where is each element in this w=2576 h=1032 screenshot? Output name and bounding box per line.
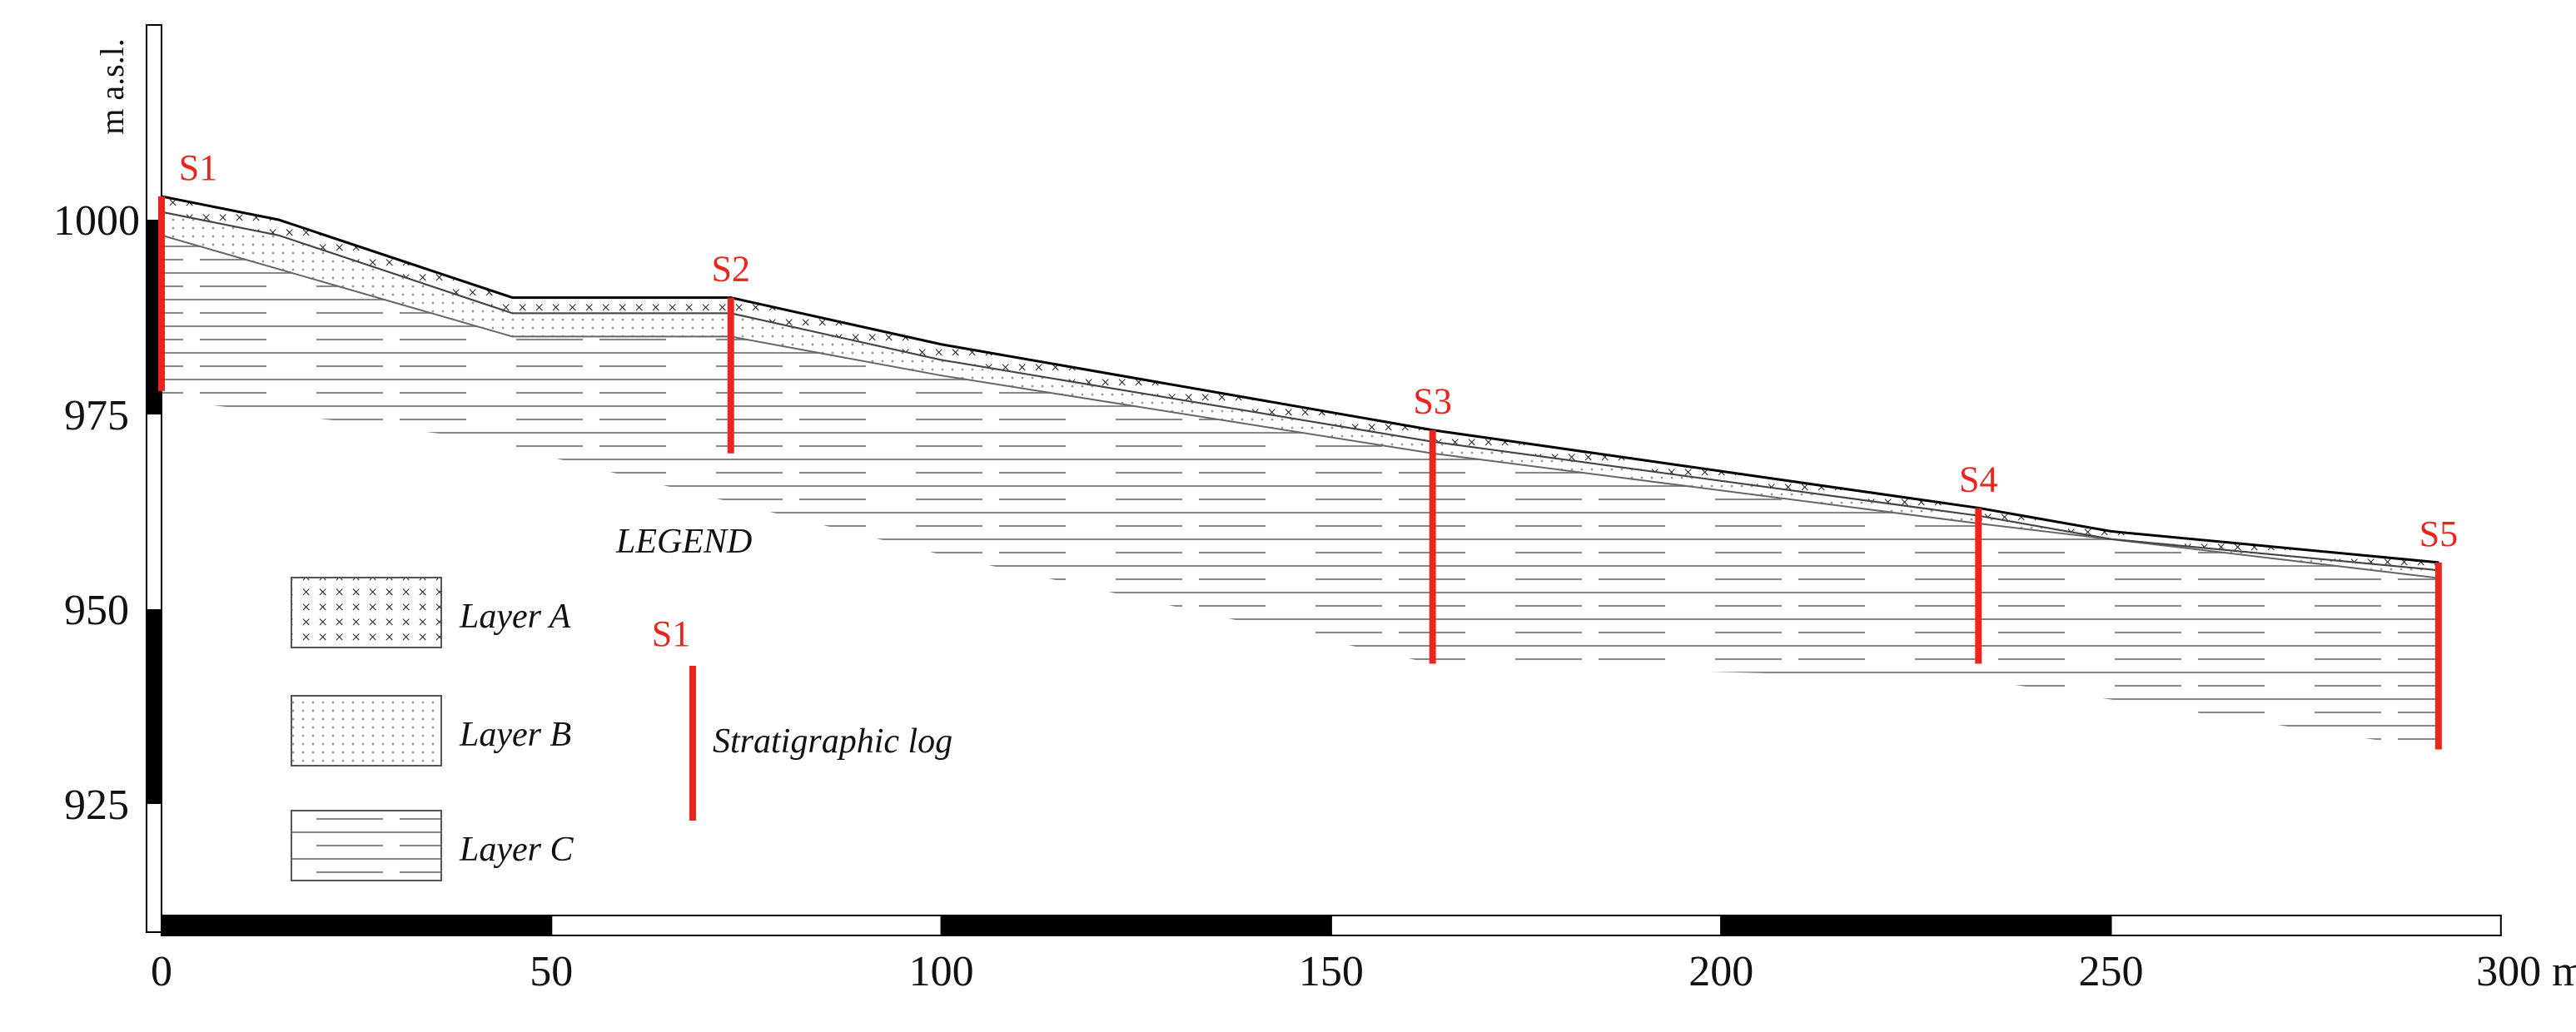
x-tick-label: 200 [1688, 948, 1753, 995]
scale-segment [161, 915, 553, 936]
scale-segment [2110, 915, 2502, 936]
legend-swatch [291, 810, 442, 881]
legend-log-label: S1 [652, 613, 690, 654]
log-label: S2 [711, 249, 749, 290]
y-tick-label: 975 [64, 392, 129, 439]
log-label: S4 [1959, 459, 1997, 499]
legend-log-text: Stratigraphic log [713, 722, 952, 761]
y-bar [147, 220, 162, 414]
scale-segment [1720, 915, 2112, 936]
legend-swatch [291, 577, 442, 648]
y-tick-label: 1000 [53, 197, 140, 245]
legend-label: Layer C [459, 831, 574, 869]
x-tick-label: 0 [151, 948, 172, 995]
scale-segment [940, 915, 1332, 936]
y-bar [147, 609, 162, 804]
scale-segment [1330, 915, 1723, 936]
y-axis-label: m a.s.l. [93, 38, 131, 135]
legend-swatch [291, 695, 442, 767]
legend-label: Layer B [459, 716, 571, 754]
legend-label: Layer A [459, 598, 571, 636]
x-tick-label: 100 [909, 948, 974, 995]
log-label: S1 [179, 147, 217, 188]
surface [161, 195, 2439, 564]
log-label: S5 [2419, 514, 2458, 554]
y-tick-label: 950 [64, 587, 129, 634]
log-label: S3 [1413, 381, 1451, 422]
legend-title: LEGEND [615, 523, 752, 561]
x-tick-label: 300 m [2476, 948, 2576, 995]
y-tick-label: 925 [64, 781, 129, 829]
x-tick-label: 50 [530, 948, 573, 995]
x-tick-label: 150 [1299, 948, 1364, 995]
scale-segment [550, 915, 942, 936]
x-tick-label: 250 [2079, 948, 2144, 995]
